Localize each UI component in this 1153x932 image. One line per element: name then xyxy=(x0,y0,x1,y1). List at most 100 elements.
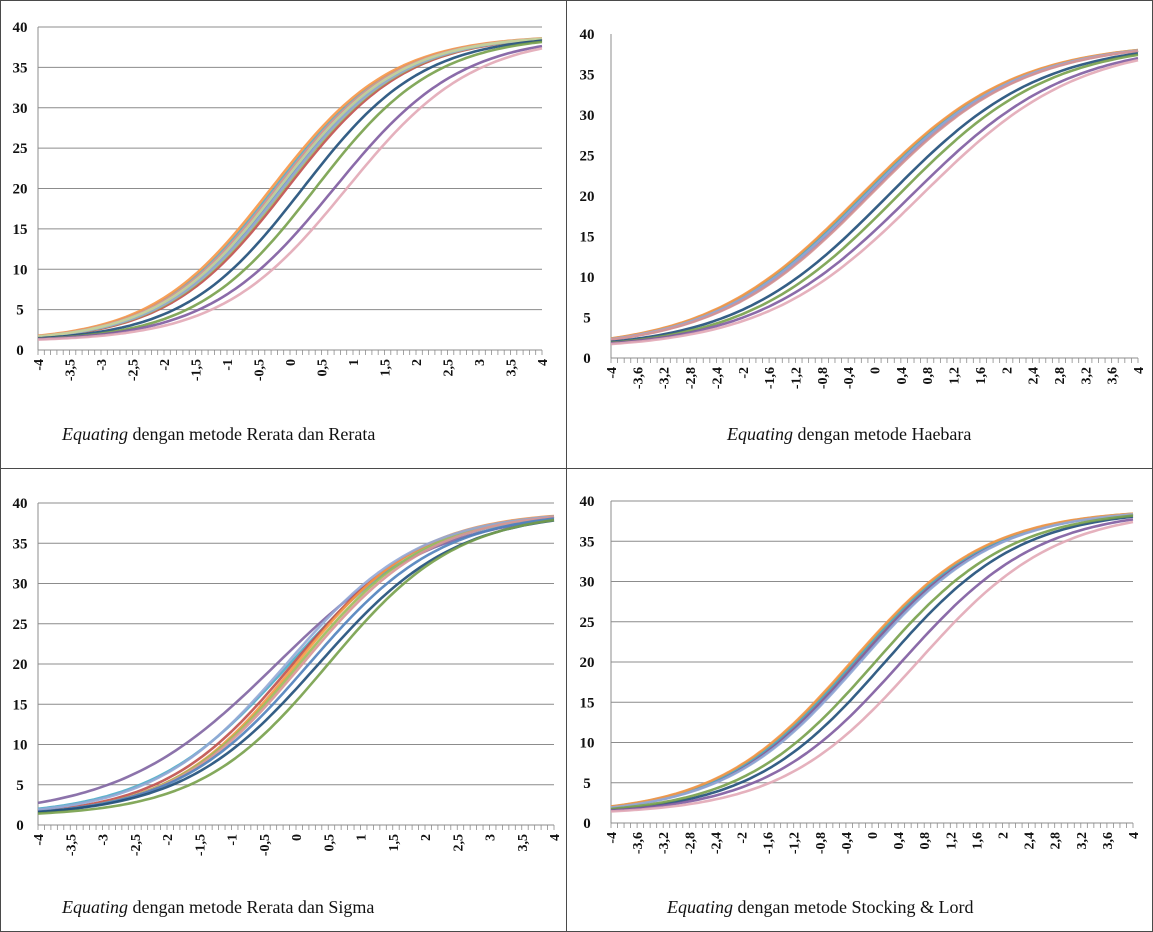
series-line xyxy=(610,520,1134,813)
y-tick-label: 30 xyxy=(580,575,595,591)
x-tick-label: 0 xyxy=(869,367,884,374)
x-tick-label: 1 xyxy=(347,359,362,366)
x-tick-label: -4 xyxy=(605,832,620,844)
series-line xyxy=(37,37,543,337)
series-line xyxy=(37,44,543,341)
series-line xyxy=(37,37,543,338)
x-tick-label: 4 xyxy=(1132,367,1147,374)
x-tick-label: 3,6 xyxy=(1101,832,1116,850)
chart-panel-haebara: 0 5 10 15 20 25 30 35 40 -4 -3,6 -3,2 -2,8 -2,4 -2 -1,6… xyxy=(567,0,1153,468)
x-tick-label: 1,5 xyxy=(379,359,394,377)
series-line xyxy=(610,512,1134,809)
y-tick-label: 25 xyxy=(580,615,595,631)
y-tick-label: 20 xyxy=(580,655,595,671)
x-tick-label: -3 xyxy=(97,834,112,846)
x-tick-label: 3,5 xyxy=(505,359,520,377)
x-tick-label: -0,4 xyxy=(842,367,857,389)
y-tick-label: 25 xyxy=(13,141,28,157)
y-tick-label: 15 xyxy=(13,222,28,238)
y-tick-label: 10 xyxy=(580,736,595,752)
x-tick-label: 3,6 xyxy=(1106,367,1121,385)
y-tick-label: 10 xyxy=(580,270,595,286)
x-tick-label: -3,6 xyxy=(631,367,646,389)
x-tick-label: 0 xyxy=(284,359,299,366)
horizontal-divider xyxy=(0,468,1153,469)
series-line xyxy=(37,37,543,339)
x-tick-label: -1,5 xyxy=(193,834,208,856)
x-tick-label: -2 xyxy=(737,367,752,379)
x-tick-label: 0,8 xyxy=(918,832,933,850)
x-tick-label: 2,8 xyxy=(1049,832,1064,850)
y-tick-label: 15 xyxy=(13,697,28,713)
x-tick-label: 4 xyxy=(536,359,551,366)
series-line xyxy=(610,512,1134,809)
y-tick-label: 40 xyxy=(13,20,28,36)
caption-text: dengan metode Rerata dan Sigma xyxy=(128,897,375,917)
series-line xyxy=(37,515,555,811)
y-tick-label: 0 xyxy=(583,351,591,367)
series-line xyxy=(610,49,1139,341)
y-tick-label: 5 xyxy=(16,303,24,319)
caption-italic: Equating xyxy=(667,897,733,917)
x-tick-label: -0,8 xyxy=(814,832,829,854)
x-tick-label: -4 xyxy=(32,359,47,371)
x-tick-label: 1 xyxy=(355,834,370,841)
series-line xyxy=(610,56,1139,345)
x-tick-label: 2 xyxy=(1000,367,1015,374)
series-line xyxy=(610,48,1139,340)
x-tick-label: -0,4 xyxy=(840,832,855,854)
x-tick-label: -1 xyxy=(221,359,236,371)
y-tick-label: 10 xyxy=(13,262,28,278)
x-tick-label: 2 xyxy=(997,832,1012,839)
series-line xyxy=(610,49,1139,341)
y-tick-label: 20 xyxy=(580,189,595,205)
series-line xyxy=(610,58,1139,346)
chart-panel-rerata-sigma: 0 5 10 15 20 25 30 35 40 -4 -3,5 -3 -2,5 -2 -1,5 -1 -0,5… xyxy=(0,469,566,932)
x-tick-label: 0,4 xyxy=(892,832,907,850)
y-tick-label: 0 xyxy=(16,343,24,359)
y-tick-label: 5 xyxy=(583,776,591,792)
x-tick-label: 1,6 xyxy=(974,367,989,385)
x-tick-label: 1,6 xyxy=(970,832,985,850)
vertical-divider xyxy=(566,0,567,932)
y-tick-label: 40 xyxy=(580,27,595,43)
series-line xyxy=(37,37,543,338)
x-tick-label: -2 xyxy=(736,832,751,844)
x-tick-label: -3,5 xyxy=(64,834,79,856)
x-tick-label: 1,5 xyxy=(387,834,402,852)
caption-text: dengan metode Stocking & Lord xyxy=(733,897,974,917)
x-tick-label: 4 xyxy=(548,834,563,841)
series-line xyxy=(37,37,543,338)
series-line xyxy=(610,512,1134,808)
x-tick-label: -3,6 xyxy=(631,832,646,854)
x-tick-label: 0,4 xyxy=(895,367,910,385)
x-tick-label: -1,2 xyxy=(789,367,804,389)
series-line xyxy=(610,52,1139,344)
chart-panel-rerata-rerata: 0 5 10 15 20 25 30 35 40 -4 -3,5 -3 -2,5 -2 -1,5 -1 -0,5… xyxy=(0,0,566,468)
y-tick-label: 0 xyxy=(583,816,591,832)
x-tick-label: -2,8 xyxy=(684,367,699,389)
caption-text: dengan metode Rerata dan Rerata xyxy=(128,424,376,444)
caption-italic: Equating xyxy=(727,424,793,444)
series-line xyxy=(37,37,543,338)
y-tick-label: 5 xyxy=(583,311,591,327)
x-tick-label: 0,5 xyxy=(322,834,337,852)
x-tick-label: 3,2 xyxy=(1079,367,1094,385)
y-tick-label: 40 xyxy=(13,496,28,512)
y-tick-label: 30 xyxy=(13,577,28,593)
x-tick-label: -2 xyxy=(158,359,173,371)
chart-caption: Equating dengan metode Rerata dan Sigma xyxy=(62,897,374,918)
y-tick-label: 35 xyxy=(13,60,28,76)
chart-panel-stocking-lord: 0 5 10 15 20 25 30 35 40 -4 -3,6 -3,2 -2,8 -2,4 -2 -1,6… xyxy=(567,469,1153,932)
x-tick-label: -2,5 xyxy=(127,359,142,381)
x-tick-label: -3 xyxy=(95,359,110,371)
y-tick-label: 5 xyxy=(16,778,24,794)
chart-caption: Equating dengan metode Stocking & Lord xyxy=(667,897,973,918)
x-tick-label: 2,5 xyxy=(451,834,466,852)
y-tick-label: 40 xyxy=(580,494,595,510)
chart-caption: Equating dengan metode Haebara xyxy=(727,424,971,445)
series-line xyxy=(610,49,1139,341)
